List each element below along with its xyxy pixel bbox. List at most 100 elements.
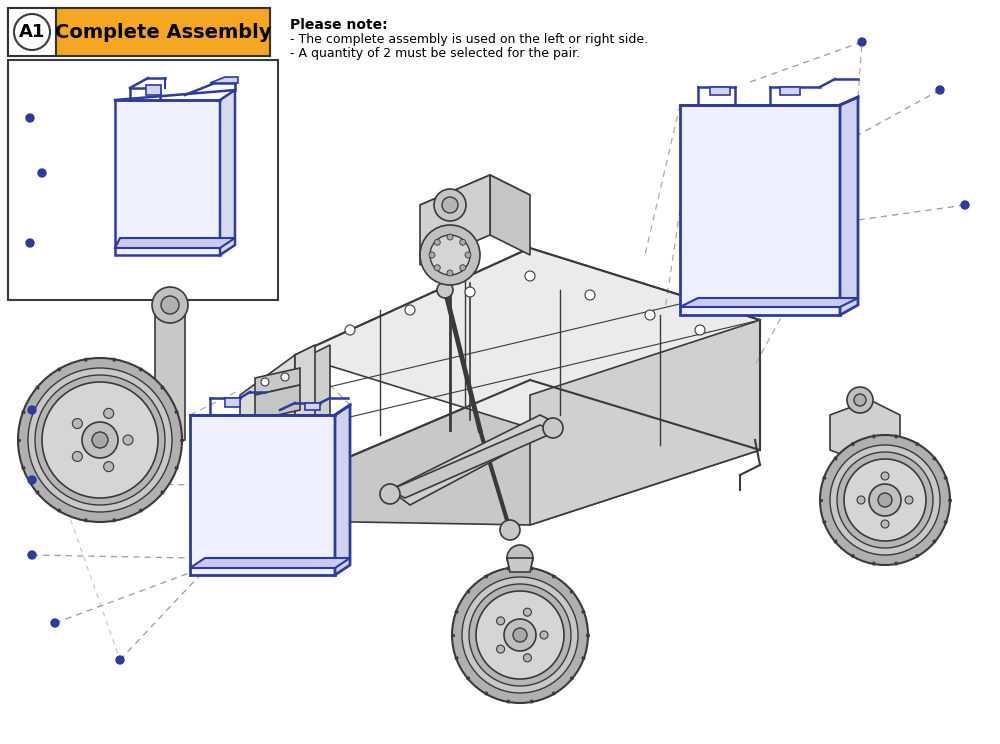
Circle shape <box>35 375 165 505</box>
Circle shape <box>28 368 172 512</box>
Circle shape <box>830 445 940 555</box>
Circle shape <box>116 656 124 664</box>
Circle shape <box>497 645 505 653</box>
Circle shape <box>465 252 471 258</box>
Circle shape <box>26 114 34 122</box>
Circle shape <box>497 617 505 625</box>
Circle shape <box>442 197 458 213</box>
Circle shape <box>345 325 355 335</box>
Circle shape <box>540 631 548 639</box>
Circle shape <box>869 484 901 516</box>
Circle shape <box>434 240 440 246</box>
Circle shape <box>405 305 415 315</box>
Circle shape <box>447 270 453 276</box>
Circle shape <box>543 418 563 438</box>
Polygon shape <box>115 238 235 248</box>
Bar <box>56 8 270 56</box>
Circle shape <box>523 654 531 662</box>
Circle shape <box>261 378 269 386</box>
Circle shape <box>460 240 466 246</box>
Bar <box>146 85 161 95</box>
Polygon shape <box>680 105 840 315</box>
Circle shape <box>462 577 578 693</box>
Circle shape <box>961 201 969 209</box>
Circle shape <box>447 234 453 240</box>
Bar <box>8 8 56 56</box>
Circle shape <box>28 476 36 484</box>
Polygon shape <box>295 345 315 490</box>
Circle shape <box>14 14 50 50</box>
Circle shape <box>104 408 114 418</box>
Circle shape <box>820 435 950 565</box>
Polygon shape <box>310 345 330 500</box>
Circle shape <box>476 591 564 679</box>
Polygon shape <box>225 398 240 407</box>
Circle shape <box>434 189 466 221</box>
Polygon shape <box>830 400 900 465</box>
Bar <box>8 8 270 56</box>
Circle shape <box>905 496 913 504</box>
Polygon shape <box>390 425 555 498</box>
Circle shape <box>837 452 933 548</box>
Circle shape <box>857 496 865 504</box>
Circle shape <box>460 265 466 271</box>
Circle shape <box>429 252 435 258</box>
Polygon shape <box>305 403 320 410</box>
Circle shape <box>881 472 889 480</box>
Polygon shape <box>295 248 760 428</box>
Circle shape <box>437 282 453 298</box>
Circle shape <box>469 584 571 686</box>
Polygon shape <box>240 380 760 525</box>
Polygon shape <box>490 175 530 255</box>
Circle shape <box>72 452 82 461</box>
Circle shape <box>123 435 133 445</box>
Circle shape <box>695 325 705 335</box>
Circle shape <box>380 484 400 504</box>
Circle shape <box>523 608 531 616</box>
Circle shape <box>525 271 535 281</box>
Polygon shape <box>420 175 530 225</box>
Circle shape <box>28 406 36 414</box>
Circle shape <box>500 520 520 540</box>
Polygon shape <box>680 298 858 307</box>
Circle shape <box>256 471 264 479</box>
Polygon shape <box>190 415 335 575</box>
Circle shape <box>465 287 475 297</box>
Circle shape <box>152 287 188 323</box>
Circle shape <box>847 387 873 413</box>
Circle shape <box>854 394 866 406</box>
Circle shape <box>104 461 114 472</box>
Circle shape <box>936 86 944 94</box>
Circle shape <box>38 169 46 177</box>
Polygon shape <box>190 558 350 568</box>
Text: Complete Assembly: Complete Assembly <box>55 22 271 42</box>
Text: - The complete assembly is used on the left or right side.: - The complete assembly is used on the l… <box>290 33 648 46</box>
Circle shape <box>881 520 889 528</box>
Circle shape <box>844 459 926 541</box>
Circle shape <box>434 265 440 271</box>
Circle shape <box>51 619 59 627</box>
Circle shape <box>18 358 182 522</box>
Polygon shape <box>507 558 533 572</box>
Circle shape <box>42 382 158 498</box>
Circle shape <box>504 619 536 651</box>
Polygon shape <box>840 97 858 315</box>
Polygon shape <box>530 320 760 525</box>
Circle shape <box>452 567 588 703</box>
Polygon shape <box>295 248 760 355</box>
Polygon shape <box>115 100 220 255</box>
Polygon shape <box>335 405 350 575</box>
Circle shape <box>92 432 108 448</box>
Polygon shape <box>710 87 730 95</box>
Polygon shape <box>255 368 300 395</box>
Bar <box>8 60 278 300</box>
Polygon shape <box>210 77 238 83</box>
Polygon shape <box>240 355 295 520</box>
Circle shape <box>161 296 179 314</box>
Polygon shape <box>390 415 560 505</box>
Circle shape <box>82 422 118 458</box>
Polygon shape <box>780 87 800 95</box>
Text: Please note:: Please note: <box>290 18 388 32</box>
Polygon shape <box>220 90 235 255</box>
Polygon shape <box>155 300 185 440</box>
